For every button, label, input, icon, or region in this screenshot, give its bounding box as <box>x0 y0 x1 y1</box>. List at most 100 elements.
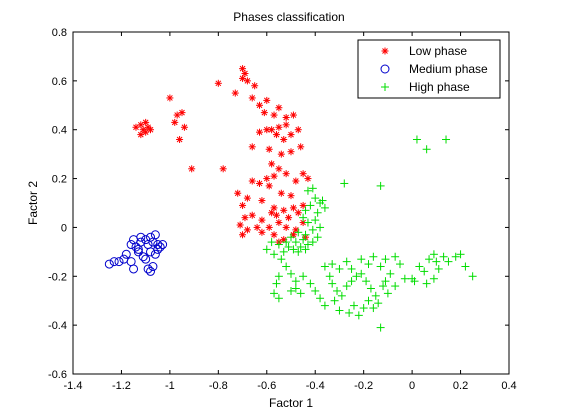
data-point <box>243 77 251 85</box>
data-point <box>251 82 259 90</box>
data-point <box>256 179 264 187</box>
x-tick-label: -1.4 <box>64 380 83 392</box>
data-point <box>150 230 160 240</box>
data-point <box>371 291 380 300</box>
data-point <box>299 201 307 209</box>
data-point <box>347 277 356 286</box>
data-point <box>347 264 356 273</box>
data-point <box>320 262 329 271</box>
data-point <box>146 247 156 257</box>
data-point <box>325 272 334 281</box>
data-point <box>270 250 279 259</box>
data-point <box>129 264 139 274</box>
data-point <box>444 257 453 266</box>
data-point <box>272 131 280 139</box>
data-point <box>176 135 184 143</box>
data-point <box>291 284 300 293</box>
data-point <box>270 289 279 298</box>
data-point <box>328 260 337 269</box>
data-point <box>248 177 256 185</box>
data-point <box>422 145 431 154</box>
data-point <box>280 206 288 214</box>
data-point <box>253 223 261 231</box>
data-point <box>267 238 276 247</box>
data-point <box>359 304 368 313</box>
data-point <box>263 175 271 183</box>
data-point <box>289 111 297 119</box>
data-point <box>396 260 404 269</box>
data-point <box>243 226 251 234</box>
data-point <box>422 279 431 288</box>
data-point <box>214 79 222 87</box>
data-point <box>333 286 342 295</box>
y-tick-label: 0.8 <box>52 27 67 39</box>
data-point <box>270 204 278 212</box>
data-point <box>258 197 266 205</box>
data-point <box>308 225 317 234</box>
data-point <box>456 250 465 259</box>
x-tick-label: -1 <box>165 380 175 392</box>
data-point <box>265 182 273 190</box>
x-axis-label: Factor 1 <box>269 396 313 410</box>
series-3 <box>262 135 477 332</box>
data-point <box>270 172 278 180</box>
data-point <box>330 296 339 305</box>
data-point <box>412 135 421 144</box>
data-point <box>306 279 315 288</box>
data-point <box>311 216 320 225</box>
data-point <box>287 131 295 139</box>
data-point <box>178 109 186 117</box>
data-point <box>126 240 136 250</box>
data-point <box>335 264 344 273</box>
data-point <box>150 249 160 259</box>
data-point <box>141 254 151 264</box>
data-point <box>268 126 276 134</box>
data-point <box>275 219 283 227</box>
y-tick-label: 0 <box>61 222 67 234</box>
y-tick-label: -0.2 <box>48 271 67 283</box>
data-point <box>158 240 168 250</box>
data-point <box>275 165 283 173</box>
data-point <box>137 131 145 139</box>
data-point <box>320 301 329 310</box>
legend-entry: Medium phase <box>380 62 488 76</box>
legend-marker <box>381 83 389 91</box>
data-point <box>188 165 196 173</box>
legend-entry: Low phase <box>381 44 467 58</box>
x-tick-label: 0.2 <box>453 380 468 392</box>
data-point <box>265 145 273 153</box>
x-tick-label: -0.2 <box>354 380 373 392</box>
data-point <box>282 223 290 231</box>
data-point <box>146 232 156 242</box>
data-point <box>289 204 297 212</box>
data-point <box>442 135 451 144</box>
legend-box <box>357 39 501 99</box>
data-point <box>316 223 325 232</box>
data-point <box>335 306 344 315</box>
data-point <box>294 126 302 134</box>
data-point <box>425 255 434 264</box>
data-point <box>297 143 305 151</box>
data-point <box>274 294 283 303</box>
data-point <box>374 299 383 308</box>
y-tick-label: -0.6 <box>48 369 67 381</box>
data-point <box>354 311 363 320</box>
data-point <box>285 214 293 222</box>
x-tick-label: -0.8 <box>209 380 228 392</box>
data-point <box>381 255 390 264</box>
data-point <box>439 252 448 261</box>
data-point <box>104 259 114 269</box>
data-point <box>294 209 302 217</box>
data-point <box>155 242 165 252</box>
data-point <box>282 238 291 247</box>
data-point <box>451 252 460 261</box>
data-point <box>272 279 281 288</box>
data-point <box>287 269 295 278</box>
data-point <box>275 123 283 131</box>
data-point <box>262 245 271 254</box>
data-point <box>282 114 290 121</box>
data-point <box>277 150 285 158</box>
data-point <box>303 186 312 195</box>
data-point <box>131 242 141 252</box>
